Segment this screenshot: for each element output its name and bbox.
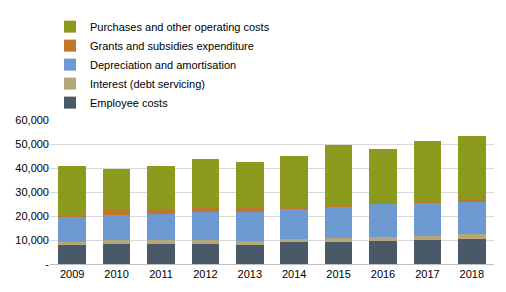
svg-text:40,000: 40,000 bbox=[15, 162, 49, 174]
svg-text:Grants and subsidies expenditu: Grants and subsidies expenditure bbox=[90, 40, 254, 52]
svg-text:60,000: 60,000 bbox=[15, 114, 49, 126]
svg-text:2015: 2015 bbox=[326, 268, 350, 280]
svg-text:2011: 2011 bbox=[149, 268, 173, 280]
svg-text:2014: 2014 bbox=[282, 268, 306, 280]
svg-text:2018: 2018 bbox=[460, 268, 484, 280]
svg-text:2009: 2009 bbox=[60, 268, 84, 280]
svg-text:30,000: 30,000 bbox=[15, 186, 49, 198]
svg-text:Employee costs: Employee costs bbox=[90, 97, 168, 109]
svg-text:2010: 2010 bbox=[104, 268, 128, 280]
svg-text:2013: 2013 bbox=[238, 268, 262, 280]
svg-text:2016: 2016 bbox=[371, 268, 395, 280]
svg-text:2017: 2017 bbox=[415, 268, 439, 280]
svg-text:Purchases and other operating: Purchases and other operating costs bbox=[90, 21, 270, 33]
svg-text:2012: 2012 bbox=[193, 268, 217, 280]
svg-text:10,000: 10,000 bbox=[15, 234, 49, 246]
svg-text:50,000: 50,000 bbox=[15, 138, 49, 150]
svg-text:Depreciation and amortisation: Depreciation and amortisation bbox=[90, 59, 236, 71]
svg-text:Interest (debt servicing): Interest (debt servicing) bbox=[90, 78, 205, 90]
svg-text:20,000: 20,000 bbox=[15, 210, 49, 222]
svg-text:-: - bbox=[45, 258, 49, 270]
